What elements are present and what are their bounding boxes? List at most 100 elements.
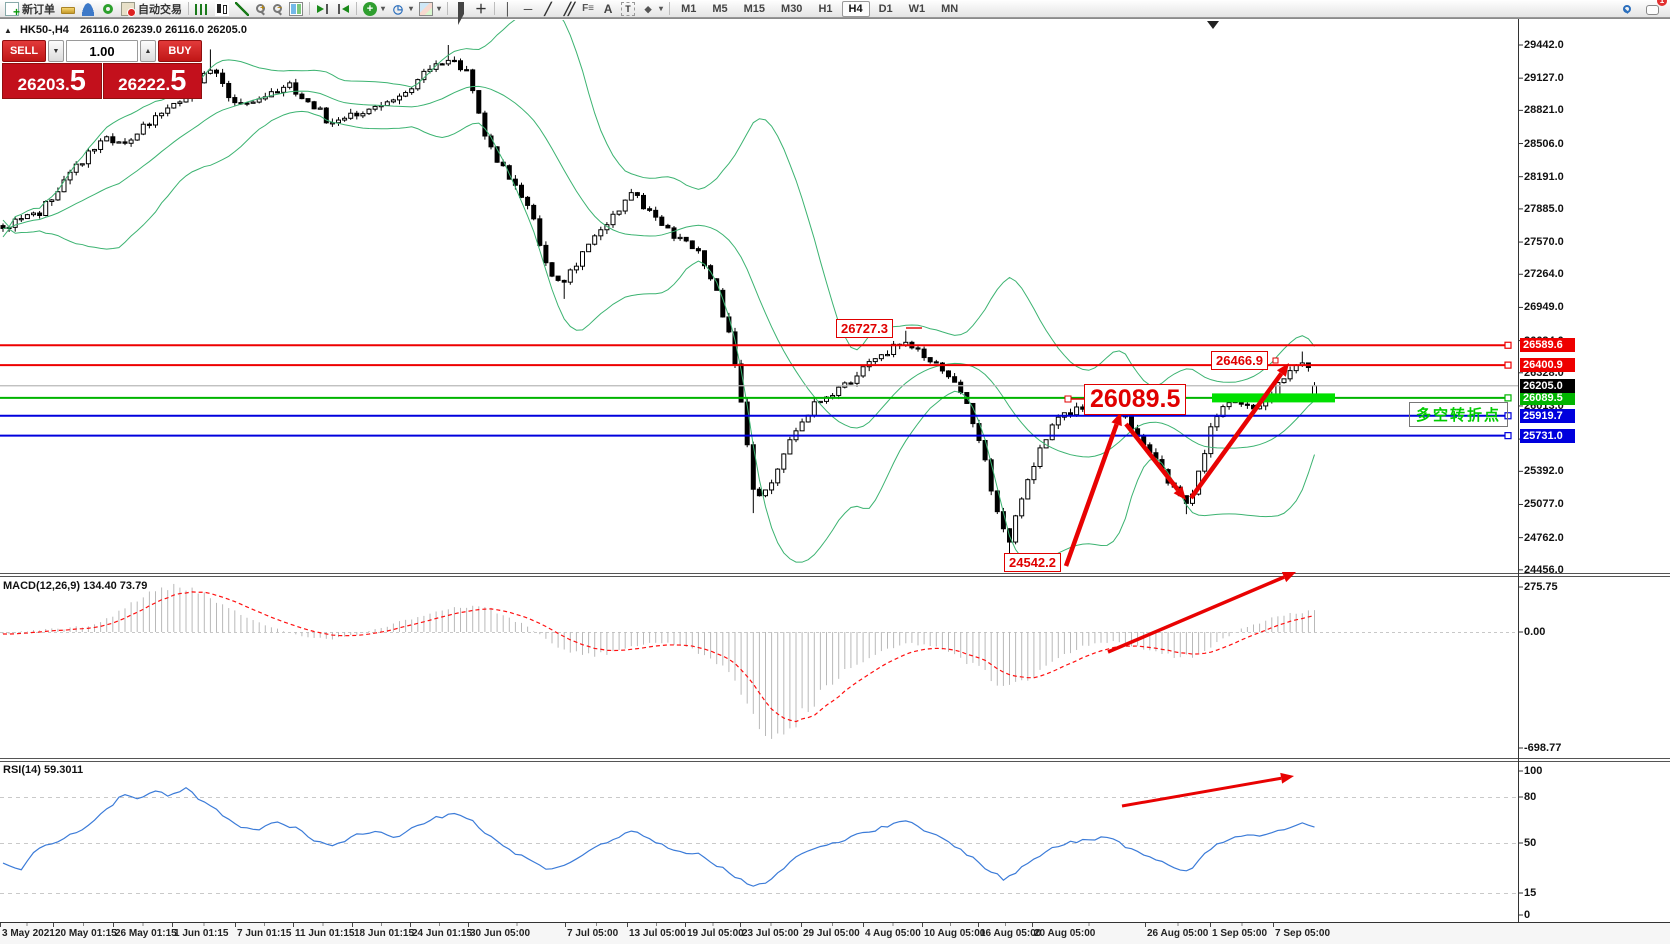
new-order-icon — [5, 1, 20, 19]
rsi-axis-label: 50 — [1524, 837, 1537, 849]
time-axis-label: 4 Aug 05:00 — [865, 928, 921, 939]
autotrading-button[interactable]: 自动交易 — [118, 1, 185, 17]
timeframe-W1[interactable]: W1 — [908, 2, 926, 15]
timeframe-bar: M1 M5 M15 M30 H1 H4 D1 W1 MN — [673, 0, 966, 17]
zoom-out-icon: − — [273, 3, 282, 13]
sell-button[interactable]: SELL — [2, 40, 46, 62]
buy-price-display[interactable]: 26222. 5 — [102, 63, 202, 99]
market-button[interactable] — [58, 1, 78, 17]
new-order-button[interactable]: 新订单 — [2, 1, 58, 19]
channel-button[interactable]: ╱╱ — [558, 1, 578, 17]
tile-windows-button[interactable] — [286, 1, 306, 17]
price-axis-label: 27264.0 — [1524, 268, 1564, 281]
trendline-button[interactable]: ╱ — [538, 1, 558, 17]
vertical-line-icon: │ — [504, 1, 512, 16]
zoom-out-button[interactable]: − — [269, 1, 286, 17]
green-highlight-bar — [1212, 393, 1335, 403]
horizontal-line-button[interactable]: ─ — [518, 1, 538, 17]
chevron-down-icon: ▾ — [409, 4, 414, 13]
timeframe-MN[interactable]: MN — [941, 2, 959, 15]
time-axis-label: 29 Jul 05:00 — [803, 928, 860, 939]
cursor-button[interactable] — [451, 1, 471, 25]
chevron-down-icon: ▾ — [437, 4, 442, 13]
text-icon: A — [603, 1, 613, 16]
price-axis-label: 24762.0 — [1524, 531, 1564, 544]
price-axis-label: 26949.0 — [1524, 301, 1564, 314]
price-label-24542[interactable]: 24542.2 — [1004, 553, 1061, 572]
shapes-button[interactable]: ◆ ▾ — [638, 1, 666, 17]
time-axis-label: 11 Jun 01:15 — [295, 928, 355, 939]
rsi-axis-label: 0 — [1524, 909, 1531, 921]
time-axis-label: 1 Jun 01:15 — [174, 928, 229, 939]
toolbar-separator — [188, 2, 189, 15]
timeframe-M1[interactable]: M1 — [681, 2, 697, 15]
fibonacci-button[interactable]: F≡ — [578, 1, 598, 17]
timeframe-D1[interactable]: D1 — [878, 2, 893, 15]
candlestick-chart-button[interactable] — [212, 1, 232, 17]
notification-badge: 1 — [1657, 0, 1667, 6]
indicators-button[interactable]: ▾ — [360, 1, 388, 17]
signals-button[interactable] — [98, 1, 118, 17]
zoom-in-button[interactable]: + — [252, 1, 269, 17]
shift-marker — [1207, 21, 1219, 29]
timeframe-M30[interactable]: M30 — [781, 2, 803, 15]
crosshair-button[interactable]: ＋ — [471, 1, 491, 17]
shift-chart-button[interactable] — [313, 1, 333, 17]
price-axis-label: 28821.0 — [1524, 104, 1564, 117]
buy-price-fraction: 5 — [170, 65, 187, 97]
community-icon — [81, 1, 95, 16]
crosshair-icon: ＋ — [475, 1, 488, 16]
timeframe-M15[interactable]: M15 — [743, 2, 766, 15]
templates-button[interactable]: ▾ — [416, 1, 444, 17]
time-axis-label: 1 Sep 05:00 — [1212, 928, 1268, 939]
chevron-down-icon: ▾ — [381, 4, 386, 13]
volume-input[interactable] — [66, 40, 138, 62]
price-axis-label: 25392.0 — [1524, 465, 1564, 478]
notifications-button[interactable]: 1 — [1643, 0, 1667, 17]
note-turning-point[interactable]: 多空转折点 — [1409, 402, 1509, 427]
sell-price-display[interactable]: 26203. 5 — [2, 63, 102, 99]
time-axis-label: 16 Aug 05:00 — [980, 928, 1042, 939]
search-icon — [1623, 4, 1631, 13]
panel-collapse-arrow[interactable]: ▲ — [4, 26, 12, 35]
periods-icon: ◷ — [392, 1, 404, 16]
price-label-26466[interactable]: 26466.9 — [1211, 351, 1268, 370]
line-chart-button[interactable] — [232, 1, 252, 17]
time-axis-label: 18 Jun 01:15 — [354, 928, 415, 939]
time-axis-label: 13 Jul 05:00 — [629, 928, 686, 939]
volume-decrease-button[interactable]: ▼ — [48, 40, 64, 62]
horizontal-line-icon: ─ — [523, 1, 533, 16]
shapes-icon: ◆ — [644, 3, 652, 14]
timeframe-M5[interactable]: M5 — [712, 2, 728, 15]
search-button[interactable] — [1619, 1, 1635, 17]
sell-price-main: 26203 — [17, 75, 65, 94]
cursor-icon — [458, 1, 465, 25]
new-order-label: 新订单 — [22, 3, 55, 16]
periods-button[interactable]: ◷ ▾ — [388, 1, 416, 17]
community-button[interactable] — [78, 1, 98, 17]
volume-increase-button[interactable]: ▲ — [140, 40, 156, 62]
timeframe-H1[interactable]: H1 — [818, 2, 833, 15]
bar-chart-button[interactable] — [192, 1, 212, 17]
price-axis-label: 29442.0 — [1524, 39, 1564, 51]
time-axis-label: 7 Jul 05:00 — [567, 928, 619, 939]
vertical-line-button[interactable]: │ — [498, 1, 518, 17]
tile-windows-icon — [289, 1, 303, 16]
timeframe-H4[interactable]: H4 — [841, 0, 870, 17]
price-label-26727[interactable]: 26727.3 — [836, 319, 893, 338]
auto-scroll-icon — [336, 2, 350, 16]
rsi-pane — [0, 762, 1670, 922]
price-label-26089[interactable]: 26089.5 — [1084, 384, 1187, 415]
sell-price-fraction: 5 — [69, 65, 86, 97]
text-button[interactable]: A — [598, 1, 618, 17]
time-axis-label: 19 Jul 05:00 — [687, 928, 744, 939]
rsi-axis-label: 15 — [1524, 887, 1537, 899]
buy-button[interactable]: BUY — [158, 40, 202, 62]
auto-scroll-button[interactable] — [333, 1, 353, 17]
time-axis-label: 30 Jun 05:00 — [470, 928, 531, 939]
price-axis-label: 27885.0 — [1524, 202, 1564, 215]
rsi-indicator-label: RSI(14) 59.3011 — [3, 764, 84, 776]
signals-icon — [103, 3, 113, 14]
text-label-button[interactable]: T — [618, 1, 638, 17]
